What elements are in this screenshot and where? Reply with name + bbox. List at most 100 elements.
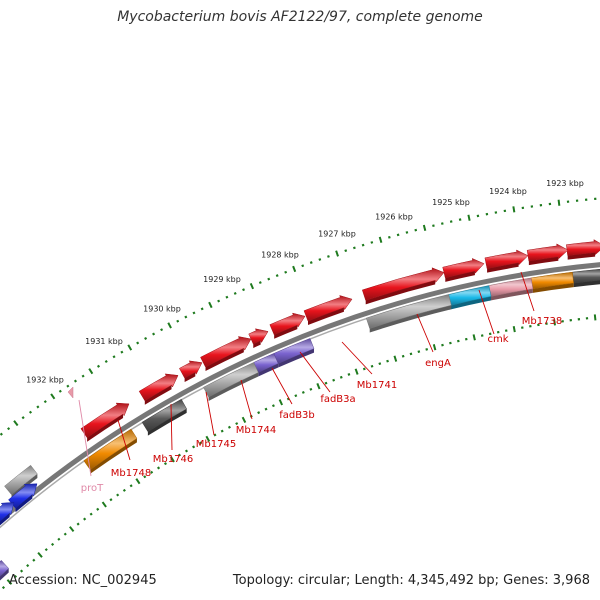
- outer-scale-minor-tick: [361, 243, 365, 247]
- inner-scale-major-tick: [553, 319, 556, 326]
- outer-scale-major-tick: [422, 224, 427, 232]
- gene-arrow: [303, 295, 353, 322]
- gene-block-shadow: [567, 252, 596, 260]
- gene-block-shadow: [253, 340, 261, 348]
- outer-scale-minor-tick: [414, 228, 418, 232]
- gene-block-shadow: [15, 494, 33, 513]
- outer-scale-minor-tick: [7, 427, 11, 431]
- outer-scale-minor-tick: [275, 274, 279, 278]
- inner-scale-minor-tick: [44, 548, 48, 552]
- label-leader-line: [170, 403, 173, 451]
- backbone-line: [0, 262, 600, 525]
- gene-label: Mb1744: [236, 425, 276, 436]
- inner-scale-minor-tick: [264, 407, 268, 411]
- inner-scale-minor-tick: [13, 574, 18, 579]
- gene-block-shadow: [532, 283, 574, 293]
- gene-arrow: [80, 402, 130, 439]
- scale-label: 1926 kbp: [375, 212, 413, 221]
- inner-scale-minor-tick: [332, 378, 336, 382]
- inner-scale-major-tick: [393, 355, 398, 362]
- outer-scale-major-tick: [167, 322, 172, 329]
- inner-scale-major-tick: [101, 501, 107, 508]
- gene-label: fadB3b: [279, 410, 315, 421]
- inner-scale-minor-tick: [96, 507, 100, 511]
- outer-scale-minor-tick: [242, 288, 245, 292]
- gene-block-shadow: [573, 280, 600, 288]
- gene-label: Mb1738: [522, 316, 562, 327]
- inner-scale-minor-tick: [116, 493, 120, 497]
- outer-scale-minor-tick: [225, 295, 229, 299]
- inner-scale-minor-tick: [51, 542, 55, 546]
- label-leader-line: [520, 271, 535, 312]
- outer-scale-minor-tick: [66, 384, 70, 388]
- outer-scale-major-tick: [467, 214, 471, 221]
- inner-scale-major-tick: [135, 478, 141, 485]
- inner-scale-major-tick: [432, 344, 437, 351]
- gene-block: [446, 285, 492, 307]
- outer-scale-minor-tick: [217, 299, 221, 303]
- inner-scale-major-tick: [316, 383, 321, 390]
- gene-arrow: [200, 336, 252, 368]
- outer-scale-minor-tick: [327, 255, 330, 258]
- inner-scale-minor-tick: [32, 558, 36, 562]
- gene-block-shadow: [445, 271, 475, 282]
- outer-scale-major-tick: [512, 206, 516, 213]
- outer-scale-minor-tick: [104, 360, 108, 364]
- outer-scale-ring: [0, 197, 597, 436]
- label-leader-line: [271, 367, 293, 405]
- gene-block-shadow: [147, 408, 187, 436]
- gene-block-shadow: [184, 372, 196, 383]
- inner-scale-minor-tick: [362, 367, 366, 371]
- scale-label: 1929 kbp: [203, 275, 241, 284]
- outer-scale-minor-tick: [43, 400, 47, 404]
- outer-scale-minor-tick: [387, 235, 391, 239]
- scale-labels: 1923 kbp 1924 kbp 1925 kbp 1926 kbp 1927 kbp…: [26, 179, 584, 384]
- outer-scale-major-tick: [335, 250, 339, 257]
- scale-label: 1923 kbp: [546, 179, 584, 188]
- outer-scale-minor-tick: [432, 224, 435, 228]
- inner-scale-minor-tick: [227, 425, 231, 429]
- scale-label: 1925 kbp: [432, 198, 470, 207]
- backbone-inner-line: [0, 269, 600, 529]
- inner-scale-minor-tick: [150, 470, 154, 474]
- scale-label: 1931 kbp: [85, 337, 123, 346]
- inner-scale-major-tick: [37, 551, 43, 558]
- gene-block-shadow: [205, 348, 244, 372]
- gene-block: [486, 277, 534, 298]
- inner-scale-minor-tick: [129, 484, 133, 488]
- outer-scale-minor-tick: [152, 332, 156, 336]
- inner-scale-major-tick: [278, 399, 284, 406]
- outer-scale-minor-tick: [258, 281, 262, 284]
- inner-scale-major-tick: [6, 579, 13, 585]
- gene-block-shadow: [369, 305, 452, 333]
- gene-labels: Mb1738cmkengAMb1741fadB3afadB3bMb1744Mb1…: [81, 316, 562, 494]
- inner-scale-major-tick: [170, 456, 175, 463]
- inner-scale-minor-tick: [301, 391, 305, 394]
- outer-scale-minor-tick: [58, 389, 62, 393]
- inner-scale-major-tick: [69, 526, 75, 533]
- outer-scale-minor-tick: [73, 379, 77, 383]
- label-leader-lines: [78, 271, 535, 477]
- inner-scale-minor-tick: [339, 375, 343, 379]
- gene-label: Mb1748: [111, 468, 151, 479]
- inner-scale-ring: [1, 314, 597, 590]
- accession-text: Accession: NC_002945: [9, 573, 157, 588]
- scale-label: 1932 kbp: [26, 375, 64, 384]
- inner-scale-minor-tick: [213, 433, 217, 437]
- gene-block-shadow: [274, 325, 298, 339]
- inner-scale-minor-tick: [401, 354, 405, 358]
- inner-scale-minor-tick: [309, 387, 313, 391]
- outer-scale-minor-tick: [267, 277, 271, 281]
- gene-block-shadow: [278, 348, 315, 368]
- inner-scale-minor-tick: [89, 512, 93, 516]
- inner-scale-minor-tick: [192, 445, 196, 449]
- inner-scale-minor-tick: [20, 569, 24, 573]
- gene-block-shadow: [0, 568, 9, 581]
- gene-arrow: [269, 312, 306, 336]
- outer-scale-major-tick: [50, 393, 56, 400]
- outer-scale-minor-tick: [200, 307, 204, 311]
- outer-scale-minor-tick: [192, 311, 196, 315]
- inner-scale-major-tick: [241, 416, 247, 423]
